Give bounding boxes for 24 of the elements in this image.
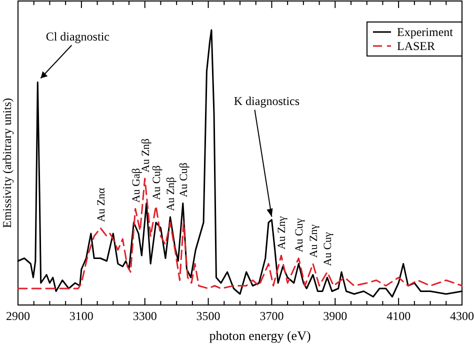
x-tick-label: 4100 xyxy=(386,309,411,323)
legend-label: LASER xyxy=(397,39,436,53)
annotation: Au Gaβ xyxy=(130,168,142,203)
x-tick-label: 4300 xyxy=(450,309,474,323)
annotation: Au Znβ xyxy=(140,138,152,172)
annotation: Au Znγ xyxy=(308,224,320,258)
annotation: Au Cuγ xyxy=(322,232,334,266)
x-tick-label: 2900 xyxy=(6,309,30,323)
annotation: Au Cuβ xyxy=(178,162,190,198)
x-tick-label: 3700 xyxy=(260,309,284,323)
annotation: Au Cuβ xyxy=(150,164,163,200)
annotation: Au Znα xyxy=(95,188,108,222)
annotation: Au Cuγ xyxy=(294,218,306,252)
annotation: Au Znβ xyxy=(165,176,178,211)
x-tick-label: 3500 xyxy=(196,309,220,323)
x-tick-label: 3900 xyxy=(323,309,348,323)
annotation: K diagnostics xyxy=(234,94,300,108)
x-axis-title: photon energy (eV) xyxy=(209,328,311,343)
x-tick-label: 3300 xyxy=(132,309,157,323)
annotation: Au Znγ xyxy=(276,216,288,250)
annotation: Cl diagnostic xyxy=(46,29,110,44)
y-axis-title: Emissivity (arbitrary units) xyxy=(0,98,14,228)
legend-label: Experiment xyxy=(397,25,454,39)
x-tick-label: 3100 xyxy=(69,309,94,323)
